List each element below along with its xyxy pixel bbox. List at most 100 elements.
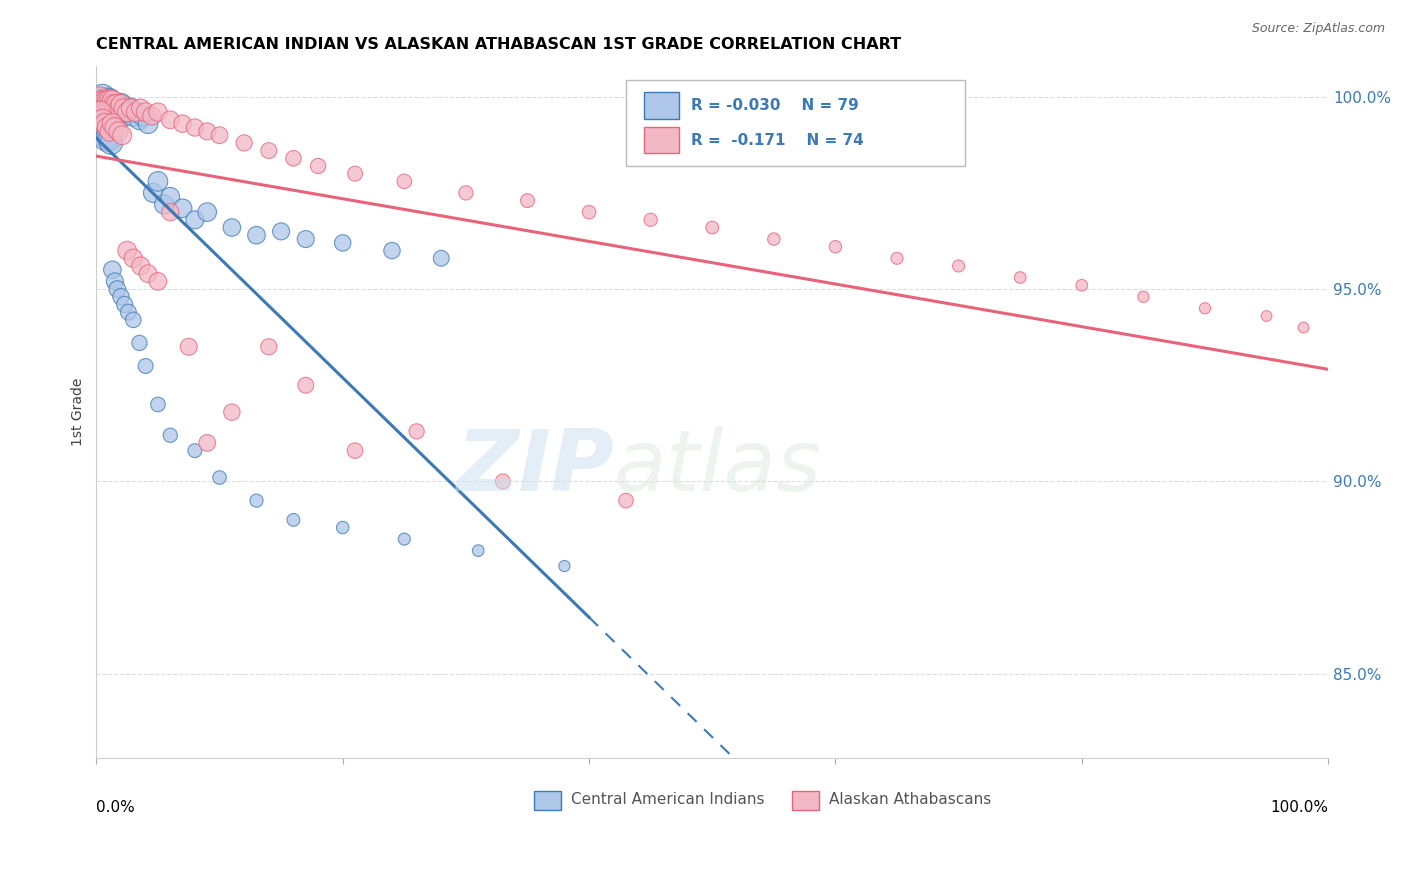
- Point: [105, 97, 128, 112]
- Point: [125, 105, 148, 120]
- Point: [135, 105, 157, 120]
- Point: [97, 105, 120, 120]
- Point: [233, 136, 256, 150]
- Point: [128, 335, 150, 350]
- Point: [104, 274, 127, 288]
- Point: [702, 220, 724, 235]
- Point: [98, 94, 121, 108]
- Point: [105, 282, 128, 296]
- Point: [122, 252, 145, 266]
- Point: [824, 240, 846, 254]
- Point: [101, 117, 124, 131]
- Point: [110, 97, 132, 112]
- Point: [112, 101, 135, 115]
- Point: [195, 124, 218, 138]
- Point: [110, 290, 132, 304]
- Point: [93, 124, 115, 138]
- Point: [104, 101, 127, 115]
- Point: [208, 470, 231, 484]
- Point: [115, 244, 138, 258]
- Point: [103, 97, 125, 112]
- Point: [120, 101, 142, 115]
- Point: [96, 109, 118, 123]
- Point: [159, 112, 181, 127]
- Point: [129, 259, 152, 273]
- Point: [1132, 290, 1154, 304]
- Point: [381, 244, 404, 258]
- Point: [146, 397, 169, 411]
- Point: [1010, 270, 1032, 285]
- Point: [129, 101, 152, 115]
- Point: [100, 136, 122, 150]
- Point: [112, 109, 135, 123]
- Point: [245, 493, 267, 508]
- Point: [94, 94, 117, 108]
- FancyBboxPatch shape: [644, 92, 679, 119]
- Point: [96, 120, 118, 135]
- Point: [344, 167, 367, 181]
- Y-axis label: 1st Grade: 1st Grade: [72, 378, 86, 446]
- Point: [97, 128, 120, 143]
- Point: [1070, 278, 1092, 293]
- Point: [245, 228, 267, 243]
- Point: [96, 94, 118, 108]
- Point: [146, 274, 169, 288]
- Point: [108, 105, 131, 120]
- Point: [90, 94, 112, 108]
- Point: [93, 97, 115, 112]
- Point: [96, 97, 118, 112]
- Point: [159, 190, 181, 204]
- Point: [948, 259, 970, 273]
- Point: [492, 475, 515, 489]
- Text: Central American Indians: Central American Indians: [571, 792, 763, 807]
- Text: 0.0%: 0.0%: [97, 800, 135, 815]
- Point: [136, 117, 159, 131]
- Point: [96, 94, 118, 108]
- Point: [96, 101, 118, 115]
- Point: [100, 97, 122, 112]
- Point: [94, 94, 117, 108]
- Point: [101, 94, 124, 108]
- Point: [111, 101, 134, 115]
- Point: [332, 235, 354, 250]
- Point: [93, 97, 115, 112]
- Point: [184, 120, 207, 135]
- Point: [115, 101, 138, 115]
- Point: [516, 194, 538, 208]
- Text: R = -0.030    N = 79: R = -0.030 N = 79: [692, 98, 859, 113]
- Point: [89, 105, 111, 120]
- Point: [294, 378, 316, 392]
- Point: [122, 313, 145, 327]
- Point: [97, 97, 120, 112]
- Point: [98, 101, 121, 115]
- Point: [221, 405, 243, 419]
- Point: [107, 101, 129, 115]
- Point: [136, 267, 159, 281]
- Point: [270, 224, 292, 238]
- Point: [146, 174, 169, 188]
- Point: [117, 105, 139, 120]
- Point: [146, 105, 169, 120]
- FancyBboxPatch shape: [644, 127, 679, 153]
- Point: [257, 340, 280, 354]
- Point: [142, 186, 165, 200]
- Point: [98, 124, 121, 138]
- Point: [89, 97, 111, 112]
- Point: [122, 109, 145, 123]
- Point: [104, 101, 127, 115]
- Point: [430, 252, 453, 266]
- Point: [177, 340, 200, 354]
- Point: [332, 520, 354, 534]
- Point: [344, 443, 367, 458]
- Point: [128, 112, 150, 127]
- Point: [96, 97, 118, 112]
- Point: [208, 128, 231, 143]
- Point: [104, 120, 127, 135]
- Point: [101, 263, 124, 277]
- Point: [578, 205, 600, 219]
- Point: [98, 94, 121, 108]
- Point: [90, 94, 112, 108]
- Text: CENTRAL AMERICAN INDIAN VS ALASKAN ATHABASCAN 1ST GRADE CORRELATION CHART: CENTRAL AMERICAN INDIAN VS ALASKAN ATHAB…: [97, 37, 901, 53]
- Point: [1256, 309, 1278, 323]
- Point: [294, 232, 316, 246]
